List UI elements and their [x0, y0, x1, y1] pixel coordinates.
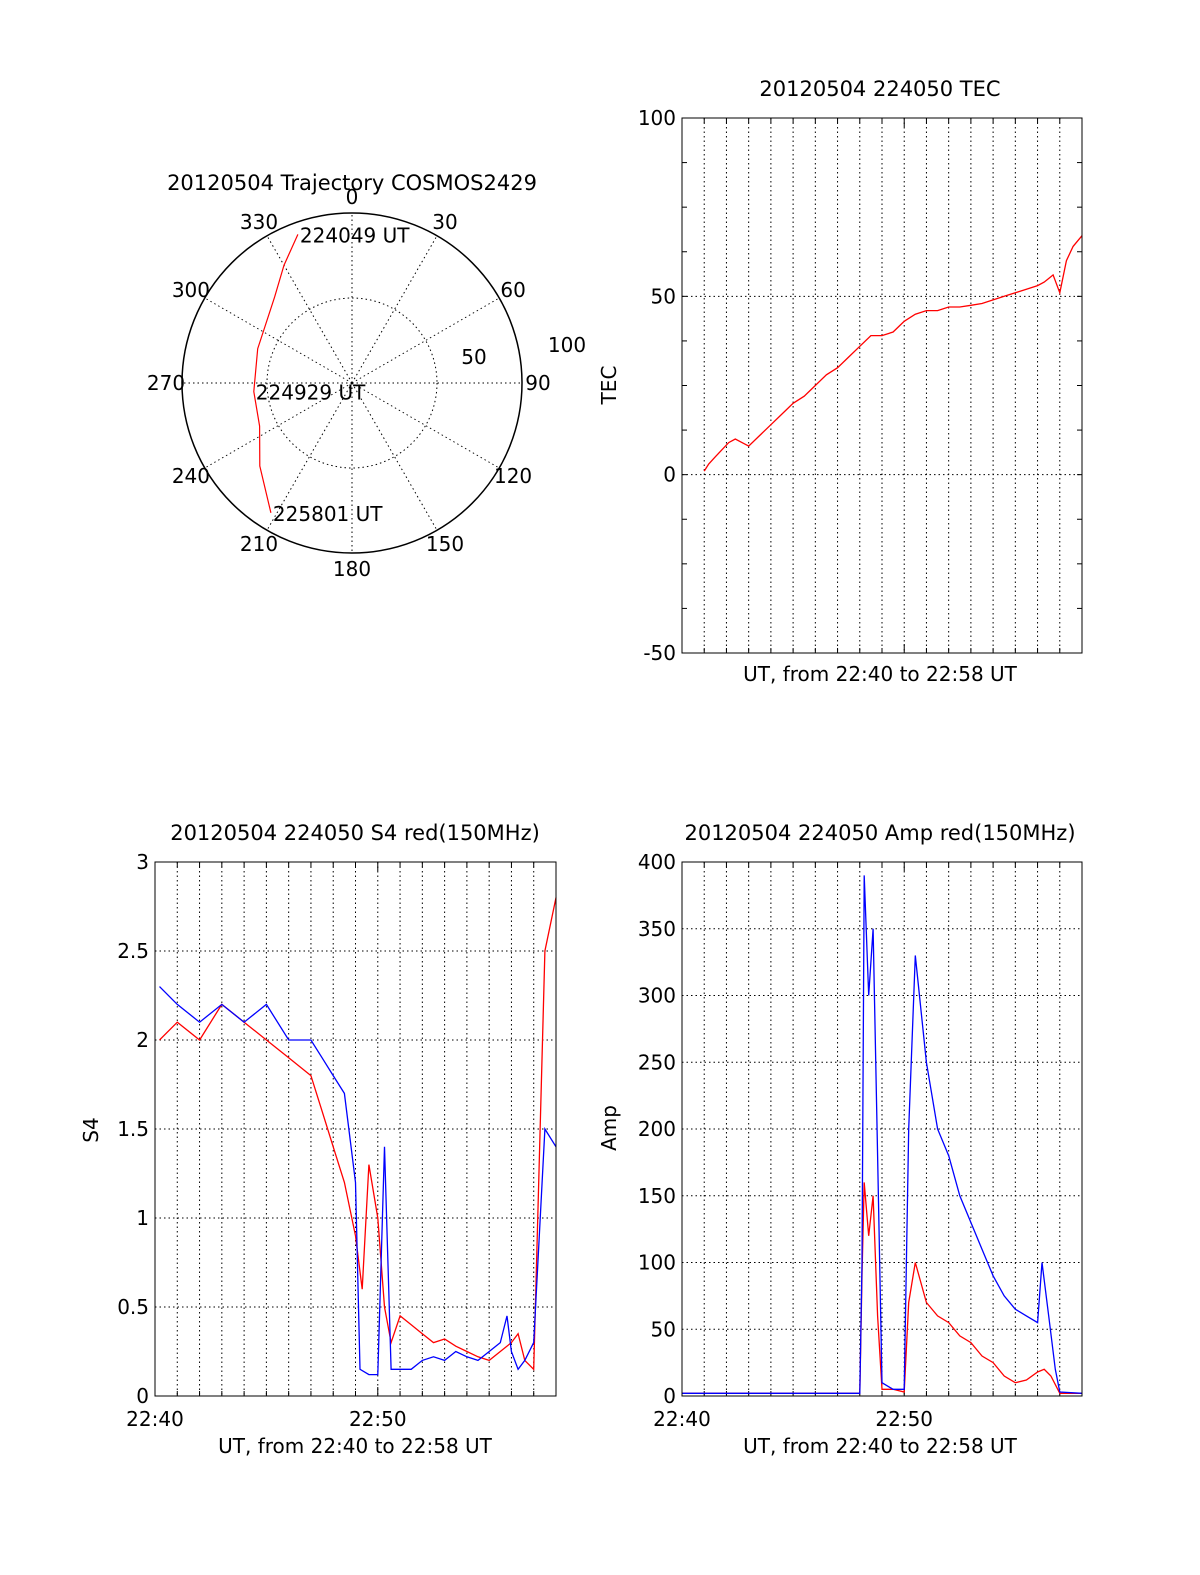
polar-azimuth-label: 0 — [346, 185, 359, 209]
polar-grid-ring — [266, 297, 438, 469]
polar-title: 20120504 Trajectory COSMOS2429 — [167, 171, 537, 195]
polar-azimuth-label: 210 — [240, 532, 278, 556]
polar-azimuth-label: 120 — [494, 464, 532, 488]
y-tick-label: 0.5 — [117, 1295, 149, 1319]
polar-grid — [181, 212, 523, 554]
s4-ylabel: S4 — [79, 1117, 103, 1142]
y-tick-label: 0 — [136, 1384, 149, 1408]
polar-azimuth-label: 330 — [240, 210, 278, 234]
polar-azimuth-label: 90 — [525, 371, 550, 395]
y-tick-label: 2.5 — [117, 939, 149, 963]
x-tick-label: 22:50 — [349, 1407, 407, 1431]
tec-title: 20120504 224050 TEC — [759, 77, 1000, 101]
trajectory-line — [253, 234, 299, 513]
s4-chart: 20120504 224050 S4 red(150MHz) UT, from … — [79, 821, 557, 1458]
y-tick-label: 150 — [638, 1184, 676, 1208]
polar-spoke — [204, 297, 353, 384]
polar-azimuth-label: 300 — [172, 278, 210, 302]
tec-ylabel: TEC — [597, 366, 621, 406]
x-tick-label: 22:40 — [653, 1407, 711, 1431]
tec-frame — [681, 117, 1083, 654]
y-tick-label: 0 — [663, 1384, 676, 1408]
polar-radial-label-50: 50 — [461, 345, 486, 369]
polar-outer-ring — [181, 212, 523, 554]
polar-azimuth-label: 30 — [432, 210, 457, 234]
polar-spoke — [351, 382, 438, 531]
polar-spoke — [204, 382, 353, 469]
tec-grid — [681, 117, 1083, 654]
polar-spoke — [351, 235, 438, 384]
y-tick-label: 50 — [651, 284, 676, 308]
y-tick-label: 1.5 — [117, 1117, 149, 1141]
s4-title: 20120504 224050 S4 red(150MHz) — [170, 821, 540, 845]
s4-series-0 — [159, 897, 557, 1371]
y-tick-label: 200 — [638, 1117, 676, 1141]
x-tick-label: 22:50 — [875, 1407, 933, 1431]
polar-spoke — [351, 297, 500, 384]
x-tick-label: 22:40 — [126, 1407, 184, 1431]
s4-frame — [154, 861, 557, 1397]
y-tick-label: 0 — [663, 463, 676, 487]
y-tick-label: 400 — [638, 850, 676, 874]
y-tick-label: 100 — [638, 1251, 676, 1275]
trajectory-time-label: 224929 UT — [256, 381, 366, 405]
tec-chart: 20120504 224050 TEC UT, from 22:40 to 22… — [597, 77, 1083, 686]
trajectory-time-label: 225801 UT — [273, 502, 383, 526]
tec-series-0 — [703, 235, 1083, 472]
y-tick-label: 100 — [638, 106, 676, 130]
y-tick-label: 2 — [136, 1028, 149, 1052]
polar-azimuth-label: 180 — [333, 557, 371, 581]
s4-xlabel: UT, from 22:40 to 22:58 UT — [218, 1434, 493, 1458]
amp-grid — [681, 862, 1083, 1396]
polar-azimuth-label: 240 — [172, 464, 210, 488]
trajectory-polar-chart: 20120504 Trajectory COSMOS2429 0 30 60 90 12… — [147, 171, 586, 581]
polar-azimuth-labels: 0 30 60 90 120 150 180 210 240 270 300 330 — [147, 185, 551, 581]
trajectory-time-label: 224049 UT — [300, 223, 410, 247]
amp-frame — [681, 861, 1083, 1397]
y-tick-label: 3 — [136, 850, 149, 874]
amp-title: 20120504 224050 Amp red(150MHz) — [684, 821, 1075, 845]
polar-azimuth-label: 270 — [147, 371, 185, 395]
y-tick-label: -50 — [643, 641, 676, 665]
polar-spoke — [351, 382, 500, 469]
amp-chart: 20120504 224050 Amp red(150MHz) UT, from… — [597, 821, 1083, 1458]
amp-ylabel: Amp — [597, 1105, 621, 1151]
y-tick-label: 50 — [651, 1317, 676, 1341]
polar-radial-label-100: 100 — [548, 333, 586, 357]
amp-xlabel: UT, from 22:40 to 22:58 UT — [743, 1434, 1018, 1458]
y-tick-label: 350 — [638, 917, 676, 941]
tec-xlabel: UT, from 22:40 to 22:58 UT — [743, 662, 1018, 686]
y-tick-label: 300 — [638, 984, 676, 1008]
s4-grid — [154, 862, 557, 1396]
polar-spoke — [266, 235, 353, 384]
polar-azimuth-label: 150 — [426, 532, 464, 556]
y-tick-label: 1 — [136, 1206, 149, 1230]
trajectory-series: 224049 UT 224929 UT 225801 UT — [253, 223, 410, 526]
s4-series-1 — [159, 986, 557, 1376]
y-tick-label: 250 — [638, 1050, 676, 1074]
polar-spoke — [266, 382, 353, 531]
polar-azimuth-label: 60 — [500, 278, 525, 302]
amp-series-1 — [682, 875, 1083, 1394]
